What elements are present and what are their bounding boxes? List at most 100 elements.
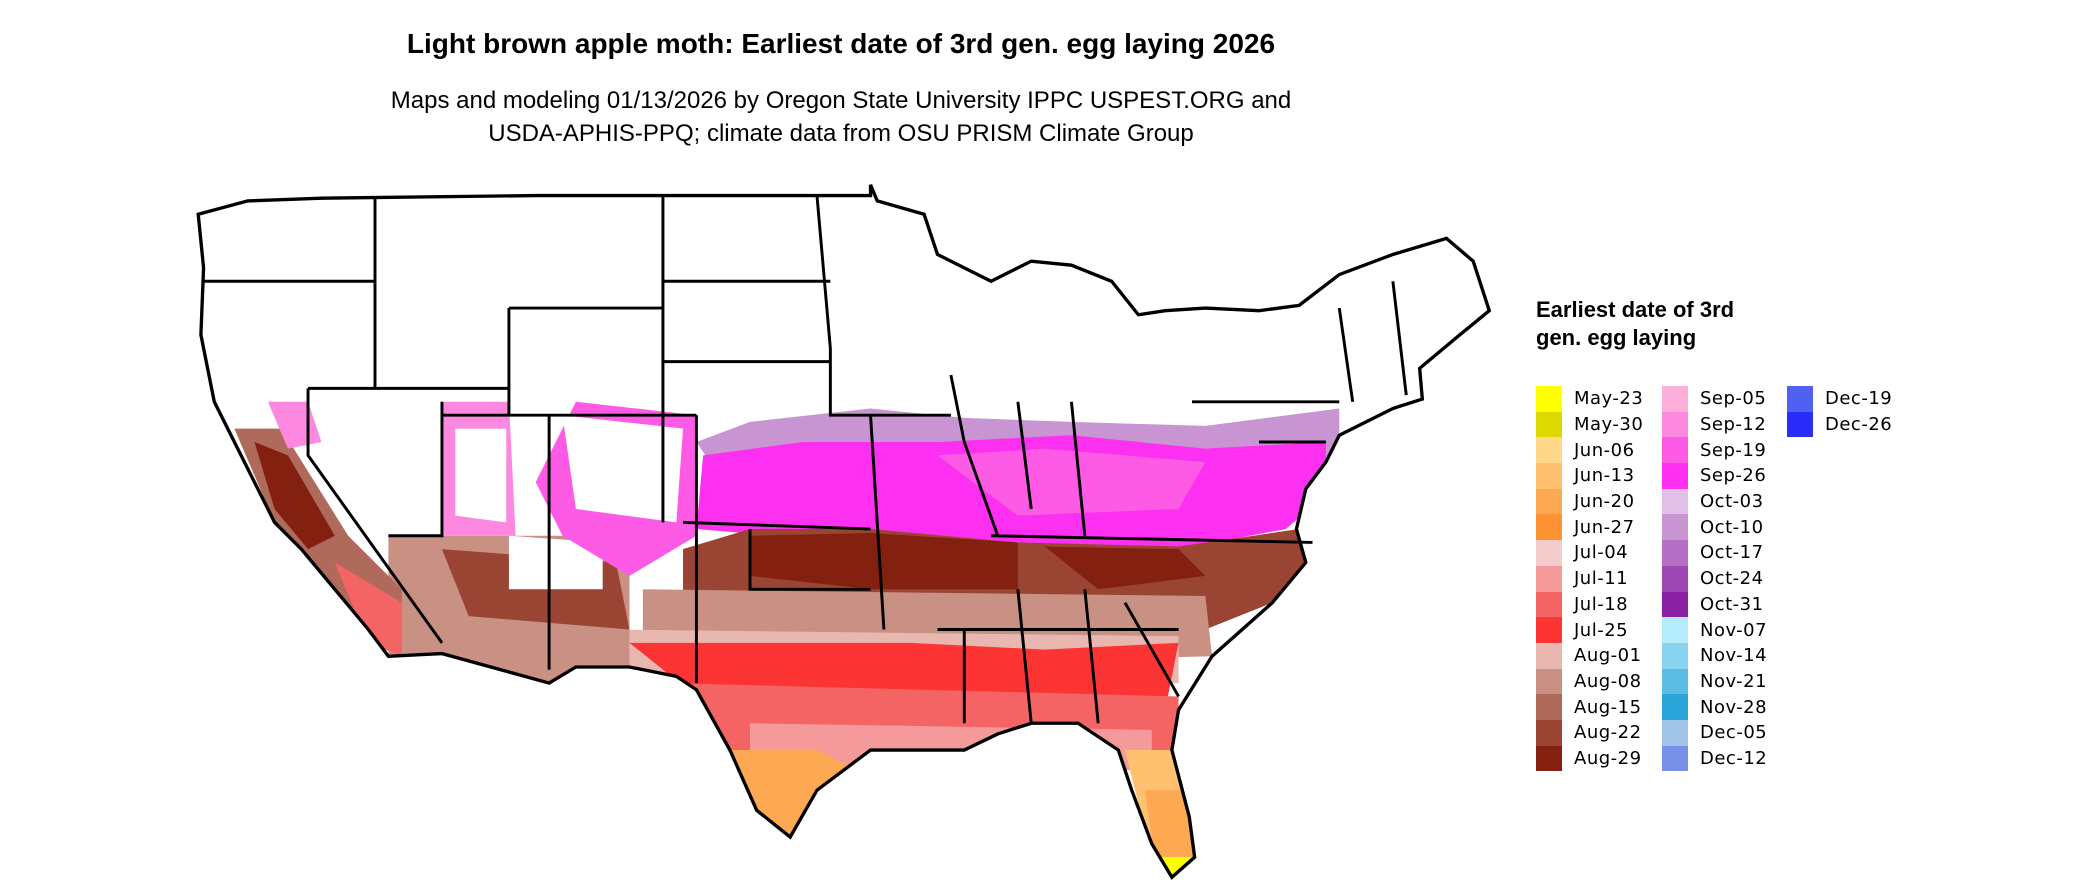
legend-label: Aug-22 (1574, 722, 1642, 744)
legend-swatch (1536, 463, 1562, 489)
legend-swatch (1662, 386, 1688, 412)
legend-swatch (1536, 642, 1562, 669)
legend-swatch (1662, 642, 1688, 669)
legend-swatch (1662, 540, 1688, 566)
map-subtitle: Maps and modeling 01/13/2026 by Oregon S… (0, 84, 1682, 150)
legend-item: Dec-05 (1662, 719, 1768, 746)
legend-item: Sep-26 (1662, 463, 1767, 489)
legend-item: Dec-19 (1787, 386, 1892, 412)
map-fill (198, 184, 1490, 878)
legend-label: Dec-05 (1700, 722, 1768, 744)
legend-swatch (1787, 386, 1813, 412)
legend-label: Jun-13 (1574, 465, 1635, 487)
legend-item: Aug-08 (1536, 668, 1643, 695)
legend-item: Jun-20 (1536, 488, 1643, 515)
legend-label: Jul-04 (1574, 542, 1629, 564)
legend-label: Nov-07 (1700, 619, 1768, 641)
legend-label: Jun-27 (1574, 516, 1635, 538)
legend-swatch (1536, 565, 1562, 592)
legend-swatch (1536, 386, 1562, 412)
legend-label: Jul-11 (1574, 568, 1629, 590)
legend-swatch (1787, 411, 1813, 438)
legend-item: Jul-11 (1536, 565, 1643, 592)
legend-swatch (1536, 745, 1562, 772)
subtitle-line-2: USDA-APHIS-PPQ; climate data from OSU PR… (488, 120, 1194, 147)
legend-column: Dec-19 Dec-26 (1787, 386, 1893, 438)
legend-label: Oct-10 (1700, 516, 1764, 538)
legend-item: Jun-06 (1536, 437, 1643, 464)
legend-item: Aug-15 (1536, 694, 1643, 720)
legend-label: Oct-31 (1700, 593, 1764, 615)
legend-label: Jun-06 (1574, 439, 1635, 461)
legend-label: Dec-26 (1825, 414, 1893, 436)
subtitle-line-1: Maps and modeling 01/13/2026 by Oregon S… (390, 87, 1292, 114)
legend-swatch (1662, 668, 1688, 695)
legend-item: May-23 (1536, 386, 1643, 412)
legend-label: Nov-21 (1700, 670, 1768, 692)
legend-swatch (1536, 617, 1562, 643)
legend-swatch (1662, 488, 1688, 515)
legend-item: Sep-19 (1662, 437, 1767, 464)
legend-label: Aug-29 (1574, 747, 1642, 769)
legend-label: Sep-19 (1700, 439, 1767, 461)
legend-item: Jul-04 (1536, 540, 1643, 566)
legend-swatch (1536, 591, 1562, 618)
legend-swatch (1536, 488, 1562, 515)
legend-swatch (1536, 668, 1562, 695)
legend-label: Aug-15 (1574, 696, 1642, 718)
legend-item: Nov-21 (1662, 668, 1768, 695)
legend-item: Jul-25 (1536, 617, 1643, 643)
legend-label: Jul-18 (1574, 593, 1629, 615)
legend-label: Sep-12 (1700, 414, 1767, 436)
legend-label: Nov-28 (1700, 696, 1768, 718)
legend-item: Oct-17 (1662, 540, 1767, 566)
legend-swatch (1662, 694, 1688, 720)
legend-swatch (1536, 540, 1562, 566)
legend-label: Dec-12 (1700, 747, 1768, 769)
legend-item: Oct-10 (1662, 514, 1767, 541)
legend-item: Oct-31 (1662, 591, 1767, 618)
legend-swatch (1662, 463, 1688, 489)
legend-label: Aug-08 (1574, 670, 1642, 692)
legend-swatch (1662, 411, 1688, 438)
legend-item: Jun-13 (1536, 463, 1643, 489)
legend-label: May-23 (1574, 388, 1644, 410)
legend-swatch (1536, 514, 1562, 541)
legend-item: Nov-14 (1662, 642, 1768, 669)
legend-item: Sep-05 (1662, 386, 1767, 412)
legend-swatch (1536, 437, 1562, 464)
legend-column: May-23 May-30 Jun-06 Jun-13 Jun-20 Jun-27 Jul-… (1536, 386, 1644, 772)
legend-label: Oct-03 (1700, 491, 1764, 513)
legend-item: Aug-29 (1536, 745, 1643, 772)
legend-label: Aug-01 (1574, 645, 1642, 667)
legend-item: Aug-22 (1536, 719, 1643, 746)
legend-swatch (1536, 411, 1562, 438)
legend-label: May-30 (1574, 414, 1644, 436)
legend-title: Earliest date of 3rd gen. egg laying (1536, 297, 1735, 350)
legend-swatch (1662, 437, 1688, 464)
legend-swatch (1536, 694, 1562, 720)
legend-item: Dec-26 (1787, 411, 1893, 438)
legend-item: Dec-12 (1662, 745, 1768, 772)
legend-item: May-30 (1536, 411, 1644, 438)
legend-label: Sep-05 (1700, 388, 1767, 410)
legend-item: Nov-28 (1662, 694, 1767, 720)
legend-swatch (1662, 617, 1688, 643)
legend-label: Nov-14 (1700, 645, 1768, 667)
legend-swatch (1662, 745, 1688, 772)
legend-item: Aug-01 (1536, 642, 1643, 669)
legend-swatch (1662, 514, 1688, 541)
legend-label: Jun-20 (1574, 491, 1635, 513)
legend-swatch (1662, 591, 1688, 618)
legend-label: Oct-17 (1700, 542, 1764, 564)
map-title: Light brown apple moth: Earliest date of… (406, 28, 1276, 59)
legend-swatch (1662, 719, 1688, 746)
legend-item: Nov-07 (1662, 617, 1767, 643)
legend-label: Jul-25 (1574, 619, 1629, 641)
legend-item: Oct-03 (1662, 488, 1767, 515)
legend-label: Sep-26 (1700, 465, 1767, 487)
legend-item: Sep-12 (1662, 411, 1767, 438)
legend-swatch (1536, 719, 1562, 746)
legend-label: Oct-24 (1700, 568, 1764, 590)
